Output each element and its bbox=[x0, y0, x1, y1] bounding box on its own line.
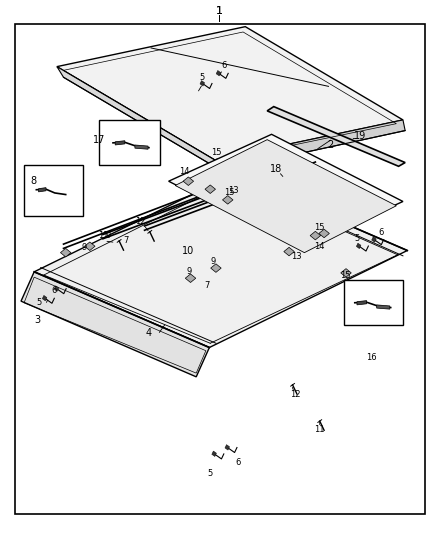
Polygon shape bbox=[319, 229, 329, 238]
Polygon shape bbox=[183, 177, 194, 185]
Text: 11: 11 bbox=[99, 231, 109, 240]
Text: 3: 3 bbox=[34, 315, 40, 325]
Text: 8: 8 bbox=[31, 176, 37, 186]
Polygon shape bbox=[42, 295, 47, 301]
Text: 6: 6 bbox=[221, 61, 226, 69]
Polygon shape bbox=[60, 248, 71, 257]
Polygon shape bbox=[205, 185, 215, 193]
Text: 6: 6 bbox=[378, 229, 384, 237]
Polygon shape bbox=[135, 145, 148, 149]
Text: 9: 9 bbox=[187, 268, 192, 276]
Polygon shape bbox=[310, 231, 321, 240]
Text: 17: 17 bbox=[93, 135, 105, 144]
Polygon shape bbox=[225, 445, 230, 450]
Text: 1: 1 bbox=[215, 6, 223, 15]
Text: 12: 12 bbox=[135, 217, 146, 225]
Polygon shape bbox=[223, 196, 233, 204]
Polygon shape bbox=[115, 141, 125, 145]
Polygon shape bbox=[357, 301, 367, 305]
Text: 6: 6 bbox=[236, 458, 241, 466]
Text: 14: 14 bbox=[179, 167, 189, 176]
Text: 13: 13 bbox=[291, 253, 301, 261]
Text: 5: 5 bbox=[37, 298, 42, 307]
Polygon shape bbox=[34, 175, 407, 348]
Text: 18: 18 bbox=[270, 164, 282, 174]
Text: 6: 6 bbox=[51, 286, 57, 295]
Polygon shape bbox=[175, 140, 396, 253]
Bar bbox=[24, 165, 83, 216]
Text: 15: 15 bbox=[224, 189, 235, 197]
Text: 13: 13 bbox=[229, 186, 239, 195]
Polygon shape bbox=[57, 67, 221, 171]
Text: 5: 5 bbox=[208, 469, 213, 478]
Polygon shape bbox=[57, 27, 403, 160]
Text: 9: 9 bbox=[82, 244, 87, 252]
Text: 15: 15 bbox=[340, 271, 351, 279]
Polygon shape bbox=[372, 237, 376, 242]
Text: 5: 5 bbox=[354, 235, 360, 243]
Polygon shape bbox=[85, 242, 95, 251]
Bar bbox=[99, 120, 160, 165]
Polygon shape bbox=[211, 264, 221, 272]
Polygon shape bbox=[212, 451, 216, 456]
Polygon shape bbox=[185, 274, 196, 282]
Text: 7: 7 bbox=[123, 237, 128, 245]
Polygon shape bbox=[21, 272, 209, 377]
Text: 15: 15 bbox=[211, 149, 222, 157]
Text: 16: 16 bbox=[366, 353, 377, 361]
Polygon shape bbox=[357, 243, 361, 248]
Text: 10: 10 bbox=[182, 246, 194, 255]
Text: 14: 14 bbox=[314, 242, 325, 251]
Text: 4: 4 bbox=[146, 328, 152, 338]
Text: 1: 1 bbox=[215, 6, 223, 15]
Text: 19: 19 bbox=[354, 131, 366, 141]
Bar bbox=[344, 280, 403, 325]
Text: 5: 5 bbox=[199, 73, 205, 82]
Polygon shape bbox=[216, 70, 221, 76]
Polygon shape bbox=[377, 305, 390, 309]
Text: 9: 9 bbox=[211, 257, 216, 265]
Polygon shape bbox=[200, 80, 205, 86]
Text: 9: 9 bbox=[106, 231, 111, 240]
Polygon shape bbox=[284, 247, 294, 256]
Polygon shape bbox=[341, 269, 351, 277]
Text: 12: 12 bbox=[290, 390, 300, 399]
Polygon shape bbox=[39, 188, 46, 192]
Text: 15: 15 bbox=[314, 223, 324, 232]
Polygon shape bbox=[169, 134, 403, 248]
Polygon shape bbox=[267, 107, 405, 166]
Polygon shape bbox=[54, 286, 59, 291]
Text: 11: 11 bbox=[314, 425, 325, 433]
Text: 2: 2 bbox=[328, 140, 334, 150]
Polygon shape bbox=[215, 120, 405, 171]
Text: 7: 7 bbox=[204, 281, 209, 289]
